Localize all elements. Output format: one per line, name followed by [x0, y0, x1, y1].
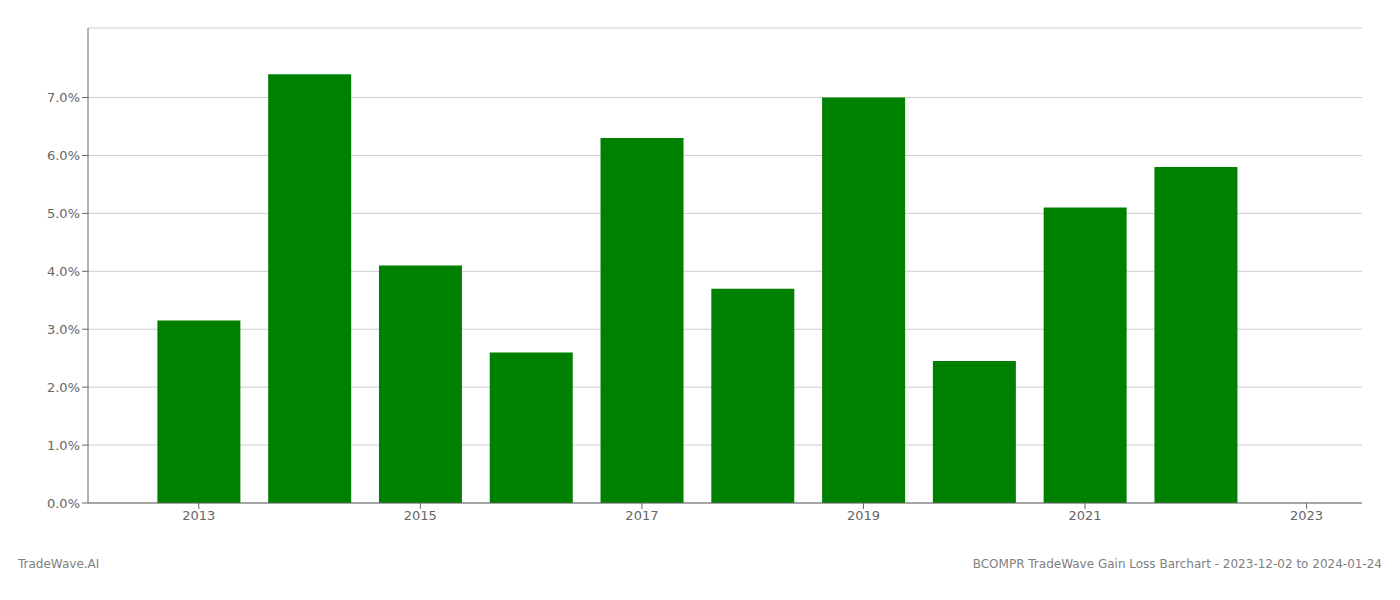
svg-text:2015: 2015: [404, 508, 437, 523]
svg-text:6.0%: 6.0%: [47, 148, 80, 163]
html-text:BCOMPR TradeWave Gain Loss Bar: BCOMPR TradeWave Gain Loss Barchart - 20…: [972, 557, 1382, 571]
svg-text:2013: 2013: [182, 508, 215, 523]
svg-text:5.0%: 5.0%: [47, 206, 80, 221]
svg-text:3.0%: 3.0%: [47, 322, 80, 337]
svg-text:7.0%: 7.0%: [47, 90, 80, 105]
svg-text:2021: 2021: [1068, 508, 1101, 523]
svg-text:2.0%: 2.0%: [47, 380, 80, 395]
svg-text:2017: 2017: [625, 508, 658, 523]
svg-text:1.0%: 1.0%: [47, 438, 80, 453]
svg-text:4.0%: 4.0%: [47, 264, 80, 279]
svg-text:0.0%: 0.0%: [47, 496, 80, 511]
html-text:TradeWave.AI: TradeWave.AI: [18, 557, 100, 571]
svg-text:2023: 2023: [1290, 508, 1323, 523]
svg-text:2019: 2019: [847, 508, 880, 523]
